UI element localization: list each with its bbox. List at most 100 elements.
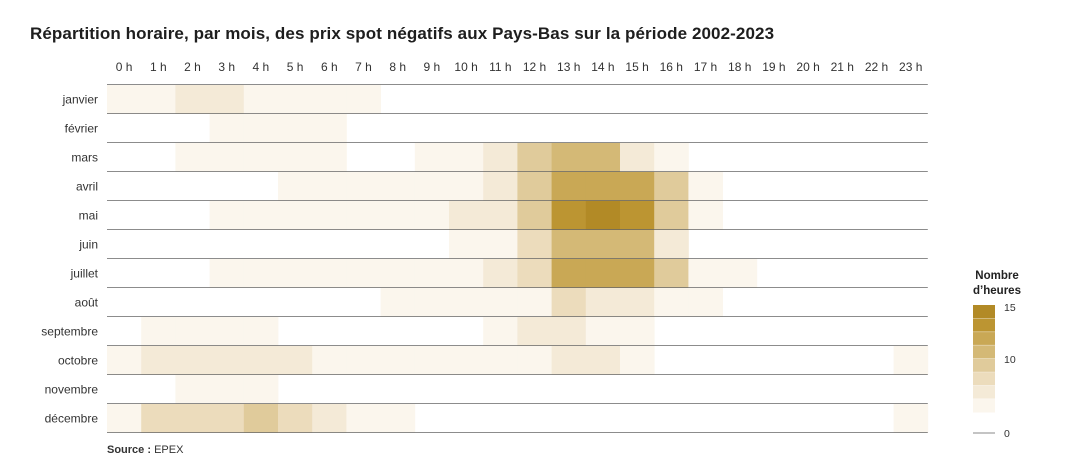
heatmap-cell — [312, 143, 347, 172]
heatmap-cell — [585, 317, 621, 346]
heatmap-cell — [141, 346, 176, 375]
row-label: décembre — [45, 412, 99, 426]
x-tick-label: 12 h — [523, 60, 546, 74]
heatmap-cell — [414, 143, 450, 172]
legend-tick-10: 10 — [1004, 354, 1016, 366]
heatmap-cell — [517, 317, 552, 346]
heatmap-cell — [414, 201, 450, 230]
heatmap-cell — [517, 143, 552, 172]
legend: Nombre d’heures 15 10 0 — [973, 270, 1021, 440]
heatmap-cell — [278, 114, 313, 143]
heatmap-cell — [243, 346, 279, 375]
heatmap-cell — [243, 85, 279, 114]
x-tick-label: 5 h — [287, 60, 304, 74]
legend-swatch — [973, 345, 995, 359]
heatmap-cell — [585, 172, 621, 201]
x-tick-label: 8 h — [389, 60, 406, 74]
x-tick-label: 19 h — [762, 60, 785, 74]
heatmap-cell — [312, 259, 347, 288]
heatmap-cell — [551, 317, 587, 346]
heatmap-cell — [141, 85, 176, 114]
heatmap-cell — [209, 114, 245, 143]
heatmap-cell — [517, 288, 552, 317]
heatmap-cell — [551, 143, 587, 172]
heatmap-cell — [312, 404, 347, 433]
x-tick-label: 22 h — [865, 60, 888, 74]
heatmap-cell — [620, 288, 655, 317]
x-tick-label: 14 h — [591, 60, 614, 74]
legend-swatch — [973, 305, 995, 319]
heatmap-cell — [380, 404, 416, 433]
heatmap-cell — [551, 172, 587, 201]
heatmap-cell — [278, 346, 313, 375]
heatmap-cell — [243, 259, 279, 288]
heatmap-cell — [209, 346, 245, 375]
row-label: avril — [76, 180, 98, 194]
heatmap-cell — [517, 346, 552, 375]
heatmap-cell — [278, 85, 313, 114]
x-tick-label: 2 h — [184, 60, 201, 74]
heatmap-cell — [551, 346, 587, 375]
row-label: mai — [79, 209, 98, 223]
x-tick-label: 13 h — [557, 60, 580, 74]
heatmap-cell — [517, 201, 552, 230]
legend-swatch — [973, 358, 995, 373]
row-label: septembre — [41, 325, 98, 339]
source-label: Source : — [107, 444, 152, 456]
heatmap-cell — [346, 85, 381, 114]
row-label: août — [75, 296, 99, 310]
heatmap-cell — [722, 259, 758, 288]
x-tick-label: 17 h — [694, 60, 717, 74]
heatmap-cell — [483, 346, 518, 375]
heatmap-cell — [483, 288, 518, 317]
heatmap-cell — [893, 404, 929, 433]
heatmap-cell — [312, 114, 347, 143]
x-axis-ticks: 0 h 1 h 2 h 3 h 4 h 5 h 6 h 7 h 8 h 9 h 10 h 11 h 12… — [116, 60, 923, 74]
heatmap-cell — [107, 85, 142, 114]
source-value: EPEX — [154, 444, 184, 456]
heatmap-cell — [585, 346, 621, 375]
heatmap-cell — [517, 230, 552, 259]
heatmap-cell — [449, 230, 484, 259]
heatmap-cell — [312, 201, 347, 230]
row-label: juillet — [70, 267, 99, 281]
heatmap-cell — [209, 404, 245, 433]
heatmap-cell — [380, 288, 416, 317]
heatmap-cell — [312, 172, 347, 201]
x-tick-label: 16 h — [660, 60, 683, 74]
heatmap-cell — [483, 143, 518, 172]
heatmap-cell — [517, 172, 552, 201]
heatmap-cell — [141, 404, 176, 433]
heatmap-cell — [620, 317, 655, 346]
heatmap-cell — [483, 172, 518, 201]
heatmap-cell — [414, 172, 450, 201]
heatmap-cell — [585, 259, 621, 288]
heatmap-cell — [893, 346, 929, 375]
heatmap-cell — [243, 317, 279, 346]
heatmap-cell — [688, 259, 723, 288]
heatmap-cell — [346, 172, 381, 201]
heatmap-cell — [585, 143, 621, 172]
heatmap-cell — [620, 346, 655, 375]
heatmap-cell — [654, 201, 689, 230]
heatmap-cell — [278, 259, 313, 288]
legend-title-line2: d’heures — [973, 285, 1021, 297]
heatmap-cell — [175, 404, 210, 433]
heatmap-cell — [278, 172, 313, 201]
heatmap-cell — [175, 143, 210, 172]
row-label: octobre — [58, 354, 98, 368]
heatmap-cell — [620, 143, 655, 172]
legend-swatch — [973, 318, 995, 333]
legend-swatch — [973, 331, 995, 346]
heatmap-cell — [175, 317, 210, 346]
heatmap-cells — [107, 85, 929, 433]
row-label: juin — [78, 238, 98, 252]
heatmap-cell — [449, 201, 484, 230]
heatmap-cell — [243, 201, 279, 230]
heatmap-cell — [278, 201, 313, 230]
heatmap-cell — [107, 346, 142, 375]
heatmap-cell — [551, 230, 587, 259]
heatmap-cell — [585, 201, 621, 230]
heatmap-cell — [654, 172, 689, 201]
